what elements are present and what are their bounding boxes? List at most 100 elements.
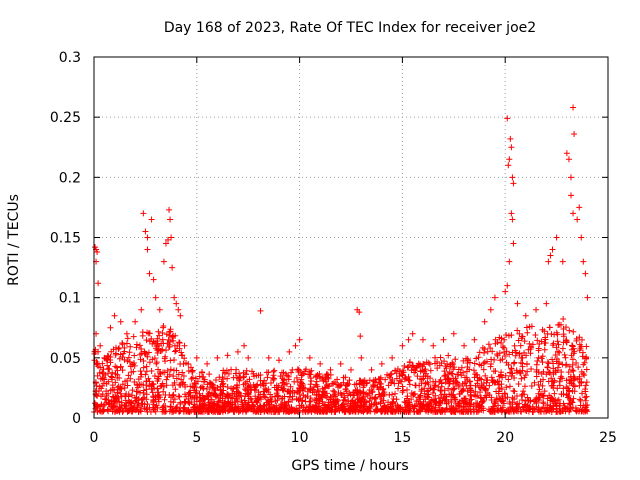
data-point xyxy=(124,335,131,342)
data-point xyxy=(276,357,283,364)
data-point xyxy=(404,364,411,371)
data-point xyxy=(174,342,181,349)
data-point xyxy=(562,354,569,361)
data-point xyxy=(231,390,238,397)
data-point xyxy=(364,379,371,386)
data-point xyxy=(144,401,151,408)
data-point xyxy=(522,372,529,379)
data-point xyxy=(143,406,150,413)
data-point xyxy=(496,378,503,385)
data-point xyxy=(582,270,589,277)
data-point xyxy=(452,356,459,363)
data-point xyxy=(160,388,167,395)
data-point xyxy=(192,381,199,388)
data-point xyxy=(578,336,585,343)
data-point xyxy=(564,385,571,392)
data-point xyxy=(534,337,541,344)
data-point xyxy=(563,150,570,157)
data-point xyxy=(288,369,295,376)
data-point xyxy=(437,408,444,415)
data-point xyxy=(167,216,174,223)
data-point xyxy=(479,344,486,351)
data-point xyxy=(287,390,294,397)
data-point xyxy=(123,330,130,337)
data-point xyxy=(262,385,269,392)
data-point xyxy=(528,382,535,389)
data-point xyxy=(491,403,498,410)
data-point xyxy=(473,371,480,378)
data-point xyxy=(450,375,457,382)
data-point xyxy=(240,374,247,381)
data-point xyxy=(271,367,278,374)
data-point xyxy=(579,407,586,414)
data-point xyxy=(471,336,478,343)
data-point xyxy=(534,407,541,414)
data-point xyxy=(330,387,337,394)
data-point xyxy=(173,367,180,374)
data-point xyxy=(560,333,567,340)
data-point xyxy=(578,234,585,241)
data-point xyxy=(160,258,167,265)
data-point xyxy=(189,374,196,381)
data-point xyxy=(150,276,157,283)
data-point xyxy=(582,394,589,401)
data-point xyxy=(322,378,329,385)
data-point xyxy=(539,353,546,360)
data-point xyxy=(569,366,576,373)
data-point xyxy=(427,398,434,405)
data-point xyxy=(581,372,588,379)
data-point xyxy=(151,355,158,362)
data-point xyxy=(296,367,303,374)
data-point xyxy=(471,360,478,367)
data-point xyxy=(395,404,402,411)
data-point xyxy=(307,381,314,388)
data-point xyxy=(125,372,132,379)
data-point xyxy=(220,387,227,394)
data-point xyxy=(507,135,514,142)
data-point xyxy=(300,392,307,399)
y-tick-label: 0.1 xyxy=(59,291,81,307)
data-point xyxy=(484,348,491,355)
data-point xyxy=(510,240,517,247)
data-point xyxy=(481,318,488,325)
data-point xyxy=(533,373,540,380)
data-point xyxy=(518,375,525,382)
data-point xyxy=(119,408,126,415)
data-point xyxy=(541,328,548,335)
x-tick-label: 25 xyxy=(599,430,617,446)
data-point xyxy=(164,367,171,374)
data-point xyxy=(146,270,153,277)
data-point xyxy=(556,349,563,356)
data-point xyxy=(533,306,540,313)
data-point xyxy=(221,370,228,377)
data-point xyxy=(332,401,339,408)
data-point xyxy=(453,378,460,385)
data-point xyxy=(424,393,431,400)
data-point xyxy=(356,380,363,387)
data-point xyxy=(146,330,153,337)
data-point xyxy=(248,396,255,403)
data-point xyxy=(141,349,148,356)
data-point xyxy=(519,360,526,367)
data-point xyxy=(539,382,546,389)
data-point xyxy=(284,407,291,414)
data-point xyxy=(274,397,281,404)
data-point xyxy=(563,377,570,384)
x-tick-label: 5 xyxy=(192,430,201,446)
data-point xyxy=(146,338,153,345)
data-point xyxy=(316,375,323,382)
data-point xyxy=(417,392,424,399)
data-point xyxy=(232,399,239,406)
data-point xyxy=(535,381,542,388)
data-point xyxy=(504,115,511,122)
data-point xyxy=(408,367,415,374)
data-point xyxy=(543,300,550,307)
data-point xyxy=(501,349,508,356)
data-point xyxy=(128,400,135,407)
data-point xyxy=(451,385,458,392)
data-point xyxy=(404,395,411,402)
data-point xyxy=(405,336,412,343)
data-point xyxy=(537,408,544,415)
data-point xyxy=(138,306,145,313)
data-point xyxy=(327,366,334,373)
